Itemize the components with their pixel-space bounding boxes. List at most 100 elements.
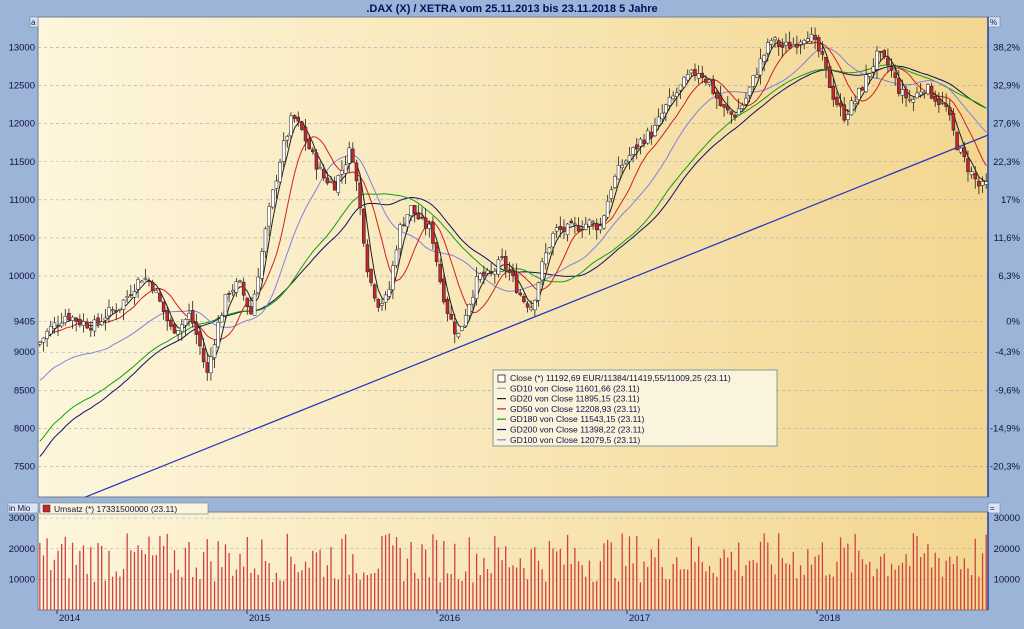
candle-up (110, 309, 115, 312)
candle-down (580, 228, 584, 231)
candle-down (358, 182, 362, 208)
volume-tick-left: 30000 (9, 513, 35, 524)
candle-up (689, 69, 694, 74)
candle-up (474, 276, 479, 299)
candle-down (500, 256, 504, 258)
corner-right-label: % (990, 18, 997, 27)
candle-up (656, 116, 661, 126)
candle-up (118, 308, 122, 311)
candle-down (129, 294, 133, 296)
candle-up (798, 41, 803, 45)
volume-tick-right: 20000 (994, 544, 1020, 555)
candle-down (715, 91, 719, 99)
candle-up (809, 34, 814, 42)
candle-down (172, 323, 177, 334)
candle-up (278, 162, 282, 183)
candle-up (609, 189, 614, 199)
candle-up (409, 205, 413, 216)
candle-up (624, 160, 628, 164)
candle-up (529, 307, 533, 310)
candle-up (394, 249, 399, 266)
legend-label-gd10: GD10 von Close 11601,66 (23.11) (510, 383, 640, 393)
candle-up (271, 189, 275, 208)
candle-up (485, 270, 490, 274)
candle-up (751, 75, 755, 87)
candle-up (871, 66, 876, 73)
candle-up (867, 73, 872, 77)
percent-tick-label: -20,3% (990, 462, 1021, 473)
candle-up (256, 276, 260, 293)
candle-down (307, 138, 311, 150)
candle-up (773, 37, 777, 40)
candle-up (230, 290, 235, 293)
candle-up (627, 155, 632, 162)
candle-down (889, 66, 894, 71)
candle-down (882, 50, 887, 57)
legend-label-gd50: GD50 von Close 12208,93 (23.11) (510, 404, 640, 414)
candle-up (383, 294, 388, 303)
candle-up (340, 170, 344, 175)
candle-up (740, 104, 745, 109)
candle-up (918, 91, 923, 96)
candle-up (660, 112, 664, 120)
price-tick-label: 13000 (9, 42, 35, 53)
candle-down (351, 148, 355, 163)
candle-down (525, 303, 530, 308)
candle-down (449, 314, 453, 320)
candle-up (103, 317, 108, 321)
candle-up (682, 76, 686, 88)
candle-down (362, 208, 366, 244)
candle-up (234, 281, 239, 293)
candle-up (554, 227, 559, 232)
candle-down (576, 225, 581, 232)
candle-up (467, 304, 472, 316)
candle-up (605, 200, 610, 218)
candle-up (63, 315, 68, 324)
candle-down (114, 310, 119, 313)
candle-down (431, 222, 435, 244)
candle-up (802, 40, 806, 44)
candle-down (158, 292, 162, 302)
candle-up (274, 180, 279, 189)
candle-up (263, 228, 268, 252)
candle-down (813, 34, 817, 40)
candle-up (209, 356, 213, 374)
candle-down (205, 362, 210, 373)
corner-left-box (29, 16, 39, 28)
volume-corner-left-label: in Mio (9, 504, 31, 513)
candle-down (824, 57, 828, 69)
time-axis: 2014 2015 2016 2017 2018 (56, 610, 840, 624)
candle-up (791, 44, 796, 47)
candle-down (514, 273, 519, 293)
candle-up (238, 280, 242, 282)
candle-up (565, 223, 570, 235)
candle-up (318, 167, 322, 169)
candle-up (329, 181, 333, 183)
candle-up (969, 171, 974, 176)
candle-up (900, 89, 905, 96)
candle-down (453, 321, 457, 335)
candle-down (503, 256, 508, 270)
candle-down (951, 113, 956, 131)
candle-up (857, 88, 861, 100)
candle-up (616, 165, 621, 180)
percent-tick-label: 22,3% (993, 157, 1020, 168)
candle-up (915, 92, 919, 99)
candle-down (402, 224, 406, 227)
percent-axis-right: 38,2% 32,9% 27,6% 22,3% 17% 11,6% 6,3% 0% -4,3% -… (987, 17, 1021, 497)
price-tick-label: 7500 (14, 462, 35, 473)
candle-down (816, 37, 821, 52)
candle-down (649, 131, 654, 138)
candle-up (347, 147, 351, 164)
candle-up (598, 225, 603, 231)
x-tick-label: 2016 (439, 613, 460, 624)
candle-down (311, 149, 315, 153)
chart-title: .DAX (X) / XETRA vom 25.11.2013 bis 23.1… (366, 3, 657, 15)
candle-up (70, 316, 75, 321)
candle-up (907, 99, 912, 101)
candle-down (820, 51, 825, 55)
candle-up (285, 136, 290, 141)
candle-down (78, 318, 82, 326)
candle-up (675, 92, 679, 97)
candle-up (387, 289, 391, 297)
